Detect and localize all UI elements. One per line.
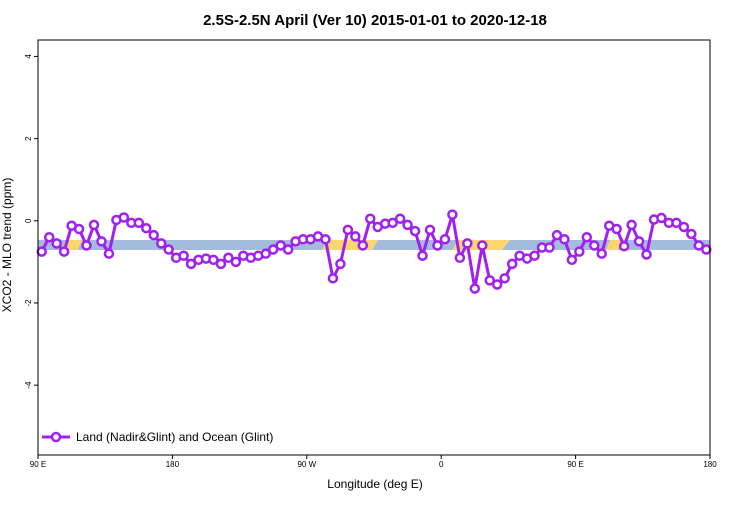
data-point bbox=[551, 229, 563, 241]
data-point bbox=[73, 223, 85, 235]
plot-frame bbox=[37, 39, 711, 456]
chart-title: 2.5S-2.5N April (Ver 10) 2015-01-01 to 2… bbox=[203, 12, 547, 29]
land-band bbox=[606, 240, 622, 250]
data-point bbox=[506, 258, 518, 270]
data-point bbox=[559, 234, 570, 245]
data-point bbox=[671, 217, 682, 229]
data-point bbox=[529, 250, 540, 261]
data-point bbox=[618, 241, 630, 252]
data-point bbox=[641, 249, 652, 260]
data-point bbox=[589, 240, 600, 251]
x-tick-label: 180 bbox=[703, 460, 717, 469]
data-point bbox=[327, 273, 339, 284]
data-point bbox=[208, 254, 219, 266]
data-point bbox=[417, 250, 428, 261]
data-point bbox=[402, 219, 413, 231]
data-point bbox=[484, 275, 495, 286]
data-point bbox=[678, 221, 690, 233]
data-point bbox=[275, 240, 286, 251]
land-band bbox=[64, 240, 82, 250]
data-point bbox=[544, 242, 555, 253]
land-band bbox=[322, 240, 378, 250]
data-point bbox=[51, 238, 62, 249]
data-point bbox=[574, 246, 585, 257]
data-point bbox=[88, 219, 100, 231]
x-tick-label: 90 W bbox=[297, 460, 316, 469]
data-point bbox=[462, 238, 473, 249]
data-point bbox=[701, 244, 712, 255]
x-axis-label: Longitude (deg E) bbox=[327, 477, 422, 491]
data-point bbox=[36, 246, 47, 257]
data-point bbox=[432, 240, 443, 251]
data-point bbox=[155, 238, 167, 249]
legend-marker bbox=[50, 431, 62, 443]
data-point bbox=[148, 229, 159, 241]
data-point bbox=[133, 217, 145, 229]
data-point bbox=[596, 248, 607, 259]
data-point bbox=[335, 258, 346, 270]
y-tick-label: 2 bbox=[24, 136, 33, 141]
y-tick-label: -4 bbox=[24, 381, 33, 389]
data-point bbox=[394, 213, 406, 224]
data-point bbox=[477, 240, 488, 251]
data-point bbox=[342, 224, 354, 236]
data-point bbox=[185, 258, 197, 270]
data-point bbox=[633, 236, 645, 247]
data-point bbox=[118, 212, 130, 223]
x-tick-label: 90 E bbox=[567, 460, 583, 469]
surface-band bbox=[38, 240, 710, 250]
data-point bbox=[499, 273, 510, 284]
data-point bbox=[656, 212, 667, 224]
x-tick-label: 180 bbox=[166, 460, 180, 469]
data-point bbox=[178, 250, 189, 261]
data-point bbox=[267, 244, 279, 255]
y-tick-label: 0 bbox=[24, 218, 33, 223]
data-point bbox=[581, 231, 593, 243]
data-point bbox=[260, 248, 271, 259]
data-point bbox=[230, 256, 242, 268]
y-tick-label: 4 bbox=[24, 54, 33, 59]
data-point bbox=[43, 231, 55, 243]
data-point bbox=[626, 219, 637, 231]
x-tick-label: 90 E bbox=[30, 460, 46, 469]
data-point bbox=[223, 252, 234, 264]
data-point bbox=[141, 222, 152, 234]
data-point bbox=[58, 246, 70, 257]
data-point bbox=[387, 217, 398, 229]
legend: Land (Nadir&Glint) and Ocean (Glint) bbox=[42, 430, 273, 444]
x-tick-label: 0 bbox=[439, 460, 444, 469]
data-point bbox=[81, 240, 92, 251]
data-point bbox=[350, 231, 361, 242]
data-point bbox=[491, 279, 503, 290]
data-point bbox=[103, 248, 115, 259]
data-point bbox=[424, 224, 436, 236]
data-point bbox=[693, 240, 705, 251]
data-point bbox=[409, 225, 421, 237]
data-point bbox=[447, 209, 458, 220]
data-point bbox=[469, 283, 481, 294]
y-tick-label: -2 bbox=[24, 299, 33, 307]
data-point bbox=[439, 234, 451, 245]
data-point bbox=[611, 223, 622, 235]
data-point bbox=[357, 240, 369, 251]
data-point bbox=[320, 234, 331, 245]
plot: -4 -2 0 2 4 90 E 180 90 W 0 90 E 180 bbox=[24, 54, 717, 469]
y-axis-label: XCO2 - MLO trend (ppm) bbox=[0, 178, 14, 313]
data-point bbox=[96, 236, 107, 247]
data-point bbox=[686, 228, 697, 240]
data-point bbox=[282, 244, 294, 255]
data-point bbox=[215, 258, 227, 270]
data-point bbox=[163, 244, 174, 255]
legend-label: Land (Nadir&Glint) and Ocean (Glint) bbox=[76, 430, 273, 444]
data-point bbox=[566, 254, 578, 266]
data-point bbox=[365, 213, 376, 224]
data-point bbox=[454, 252, 466, 264]
